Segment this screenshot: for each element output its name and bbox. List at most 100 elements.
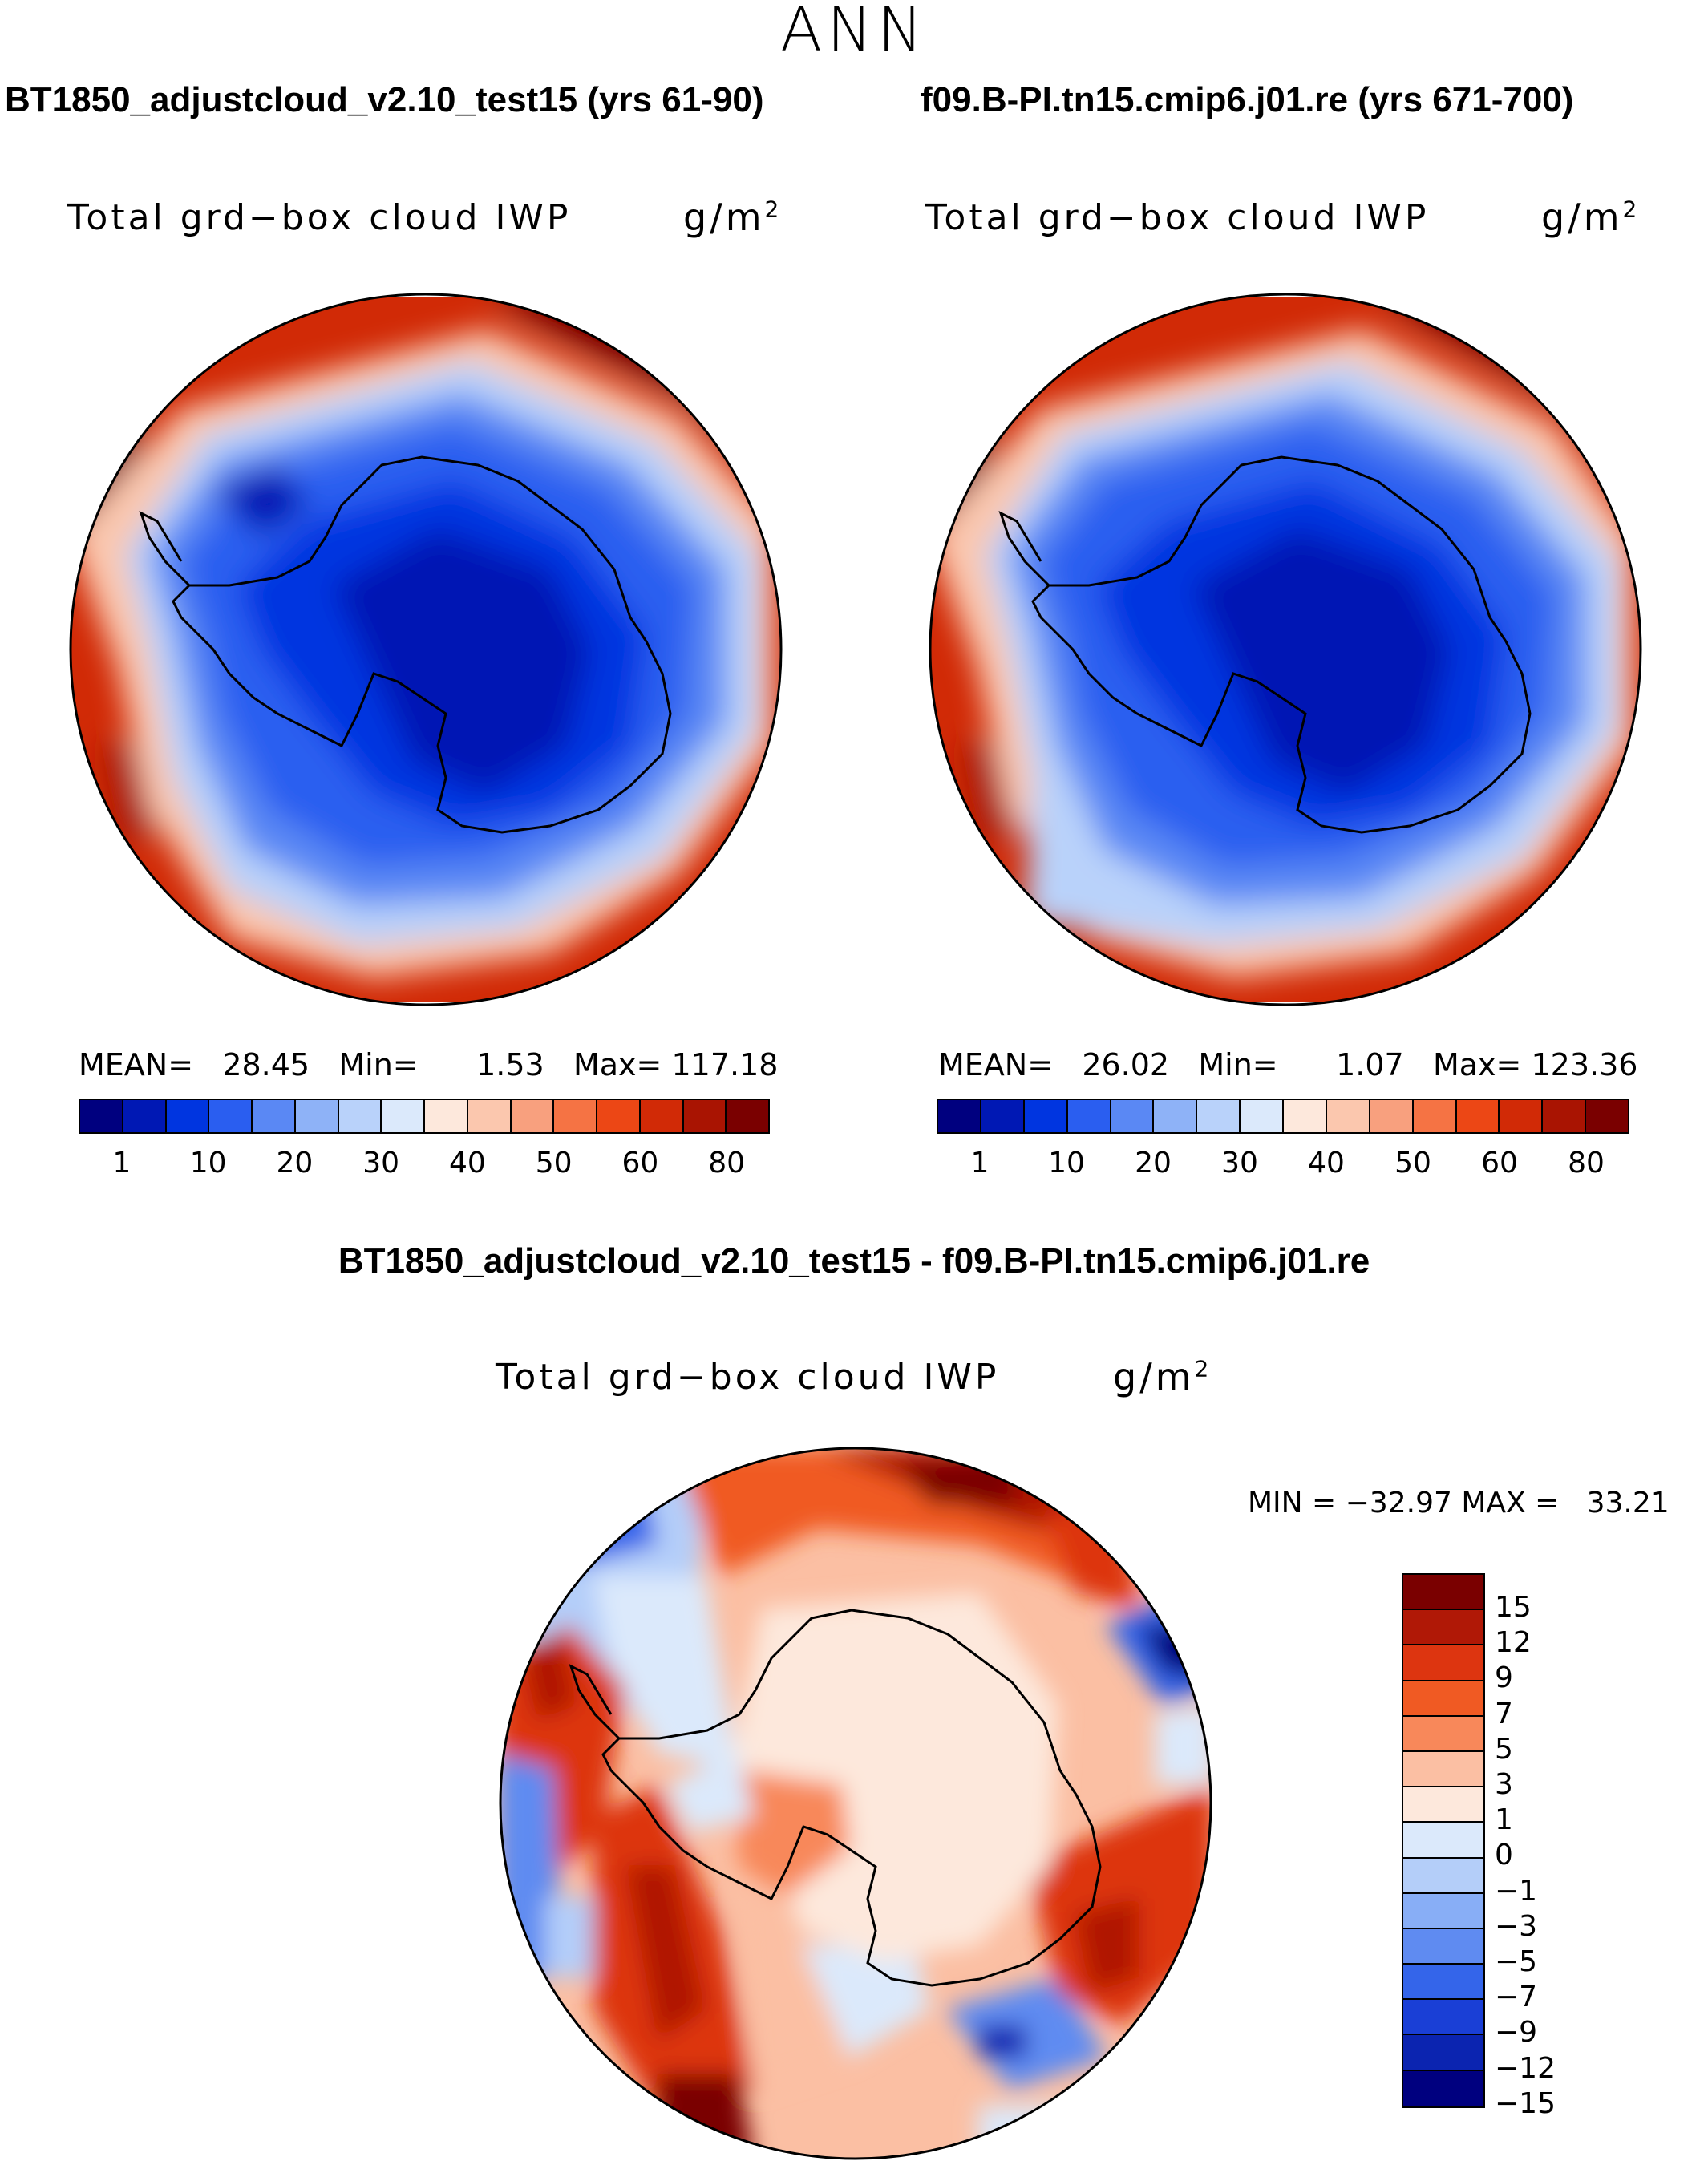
diff-polar-map (499, 1447, 1212, 2160)
diff-colorbar-cell (1403, 2035, 1483, 2071)
panel2-units: g/m2 (1541, 196, 1641, 239)
diff-colorbar-cell (1403, 1823, 1483, 1859)
diff-colorbar-labels: 15 12 9 7 5 3 1 0 −1 −3 −5 −7 −9 −12 −15 (1495, 1573, 1591, 2135)
diff-colorbar-cell (1403, 1575, 1483, 1611)
colorbar-cell (1067, 1100, 1111, 1132)
colorbar-tick-label: 50 (1394, 1147, 1431, 1180)
colorbar-tick-label: 30 (362, 1147, 400, 1180)
colorbar-cell (209, 1100, 253, 1132)
colorbar-tick-label: 1 (112, 1147, 132, 1180)
colorbar-cell (166, 1100, 210, 1132)
diff-colorbar-cell (1403, 1893, 1483, 1929)
colorbar-cell (338, 1100, 382, 1132)
diff-colorbar-cell (1403, 1610, 1483, 1646)
diff-colorbar-cell (1403, 1716, 1483, 1752)
colorbar-tick-label: 30 (1221, 1147, 1258, 1180)
diff-colorbar-label: 3 (1495, 1768, 1513, 1801)
diff-colorbar-cell (1403, 1787, 1483, 1823)
diff-colorbar-label: −9 (1495, 2016, 1538, 2050)
panel2-stats: MEAN= 26.02 Min= 1.07 Max= 123.36 (938, 1047, 1638, 1083)
panel1-colorbar-ticks: 1 10 20 30 40 50 60 80 (79, 1147, 770, 1187)
diff-colorbar-label: −12 (1495, 2051, 1556, 2085)
colorbar-tick-label: 10 (1048, 1147, 1085, 1180)
diff-colorbar-cell (1403, 1751, 1483, 1788)
colorbar-tick-label: 20 (276, 1147, 314, 1180)
colorbar-cell (511, 1100, 555, 1132)
colorbar-tick-label: 50 (535, 1147, 573, 1180)
colorbar-tick-label: 60 (1481, 1147, 1518, 1180)
colorbar-cell (727, 1100, 768, 1132)
diff-colorbar-label: −3 (1495, 1909, 1538, 1943)
colorbar-cell (1154, 1100, 1198, 1132)
panel2-colorbar-ticks: 1 10 20 30 40 50 60 80 (937, 1147, 1629, 1187)
panel1-case-title: BT1850_adjustcloud_v2.10_test15 (yrs 61-… (5, 80, 764, 119)
colorbar-cell (382, 1100, 425, 1132)
colorbar-cell (1284, 1100, 1327, 1132)
colorbar-cell (683, 1100, 727, 1132)
diff-colorbar-label: −1 (1495, 1874, 1538, 1908)
panel2-colorbar (937, 1099, 1629, 1134)
colorbar-cell (295, 1100, 339, 1132)
diff-colorbar-cell (1403, 1928, 1483, 1965)
colorbar-cell (1326, 1100, 1370, 1132)
colorbar-tick-label: 10 (189, 1147, 227, 1180)
colorbar-cell (1197, 1100, 1241, 1132)
diff-colorbar-label: 7 (1495, 1697, 1513, 1730)
colorbar-tick-label: 20 (1135, 1147, 1172, 1180)
diff-title: BT1850_adjustcloud_v2.10_test15 - f09.B-… (338, 1241, 1370, 1281)
diff-colorbar-label: −5 (1495, 1945, 1538, 1978)
diff-units: g/m2 (1113, 1355, 1212, 1398)
diff-colorbar-label: 0 (1495, 1839, 1513, 1872)
colorbar-tick-label: 40 (1308, 1147, 1345, 1180)
colorbar-cell (597, 1100, 641, 1132)
colorbar-cell (1586, 1100, 1628, 1132)
diff-colorbar-cell (1403, 2070, 1483, 2106)
colorbar-cell (640, 1100, 684, 1132)
panel2-variable: Total grd−box cloud IWP (925, 197, 1430, 238)
colorbar-cell (554, 1100, 597, 1132)
panel2-polar-map (929, 293, 1642, 1006)
panel1-variable: Total grd−box cloud IWP (67, 197, 572, 238)
diff-variable: Total grd−box cloud IWP (496, 1357, 1000, 1398)
colorbar-cell (1413, 1100, 1457, 1132)
colorbar-tick-label: 60 (621, 1147, 659, 1180)
diff-colorbar-label: −15 (1495, 2086, 1556, 2120)
diff-colorbar-cell (1403, 1681, 1483, 1717)
panel1-polar-map (69, 293, 783, 1006)
colorbar-tick-label: 40 (448, 1147, 486, 1180)
colorbar-cell (123, 1100, 167, 1132)
colorbar-cell (253, 1100, 296, 1132)
panel1-colorbar (79, 1099, 770, 1134)
colorbar-cell (1241, 1100, 1284, 1132)
diff-colorbar-label: 15 (1495, 1591, 1532, 1624)
diff-colorbar-cell (1403, 1645, 1483, 1681)
diff-colorbar-cell (1403, 2000, 1483, 2036)
colorbar-cell (1456, 1100, 1500, 1132)
colorbar-cell (1370, 1100, 1414, 1132)
diff-colorbar-cell (1403, 1965, 1483, 2001)
colorbar-cell (1024, 1100, 1068, 1132)
colorbar-cell (1543, 1100, 1587, 1132)
diff-colorbar-label: −7 (1495, 1981, 1538, 2014)
panel1-units: g/m2 (683, 196, 783, 239)
diff-colorbar-cell (1403, 1858, 1483, 1894)
season-title: ANN (780, 0, 928, 65)
colorbar-cell (981, 1100, 1025, 1132)
diff-colorbar-label: 9 (1495, 1661, 1513, 1695)
colorbar-tick-label: 80 (708, 1147, 746, 1180)
colorbar-tick-label: 80 (1568, 1147, 1605, 1180)
colorbar-tick-label: 1 (970, 1147, 990, 1180)
colorbar-cell (1111, 1100, 1155, 1132)
diff-colorbar-label: 12 (1495, 1626, 1532, 1660)
colorbar-cell (1500, 1100, 1544, 1132)
panel1-stats: MEAN= 28.45 Min= 1.53 Max= 117.18 (79, 1047, 779, 1083)
colorbar-cell (425, 1100, 468, 1132)
colorbar-cell (80, 1100, 123, 1132)
diff-colorbar (1402, 1573, 1485, 2108)
diff-colorbar-label: 1 (1495, 1803, 1513, 1837)
colorbar-cell (467, 1100, 512, 1132)
colorbar-cell (938, 1100, 981, 1132)
diff-colorbar-label: 5 (1495, 1732, 1513, 1766)
panel2-case-title: f09.B-PI.tn15.cmip6.j01.re (yrs 671-700) (921, 80, 1574, 119)
diff-minmax: MIN = −32.97 MAX = 33.21 (1248, 1487, 1670, 1520)
